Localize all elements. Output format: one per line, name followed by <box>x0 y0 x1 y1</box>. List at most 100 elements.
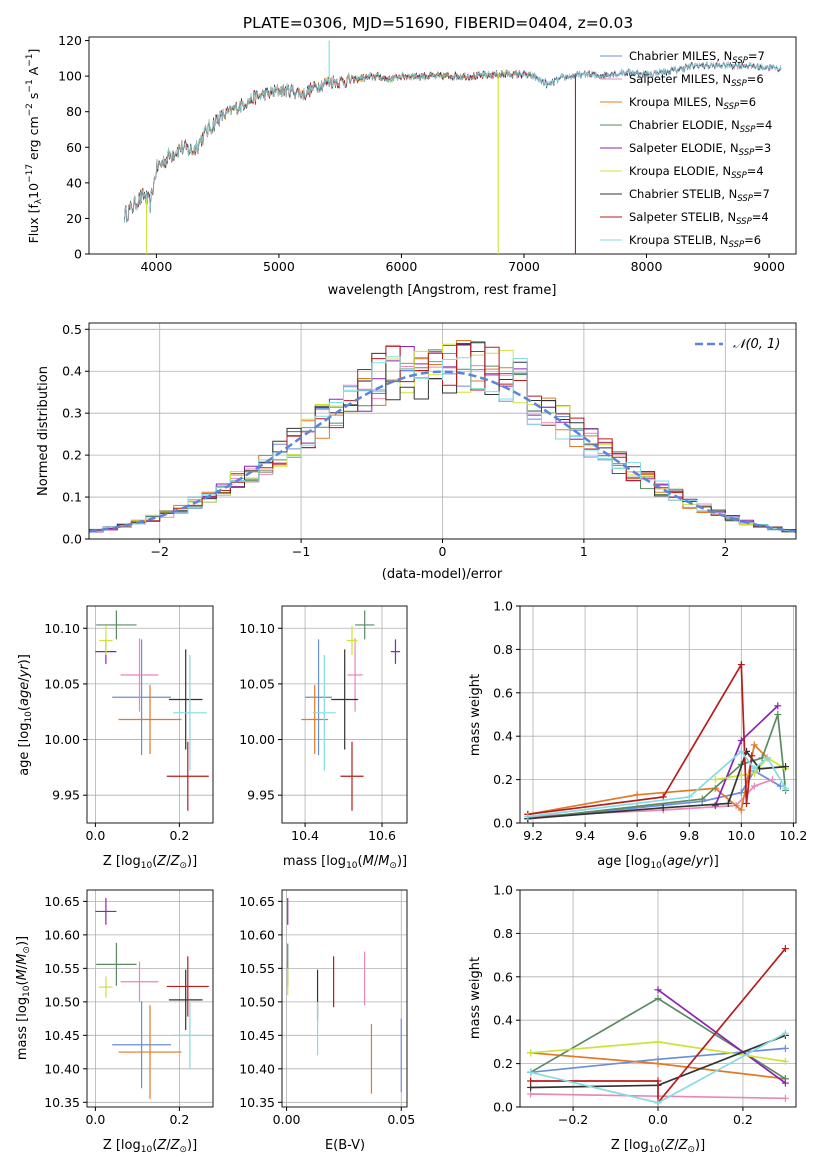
z_mass-axes <box>86 889 214 1108</box>
z_mass-ytick-label: 10.45 <box>44 1028 80 1043</box>
ebv_mass-xtick-label: 0.00 <box>273 1112 301 1127</box>
spectrum-ytick-label: 120 <box>58 33 82 48</box>
z_weight-xtick-label: 0.0 <box>648 1112 668 1127</box>
z_age-ytick-label: 10.10 <box>44 621 80 636</box>
residual-ytick-label: 0.2 <box>62 448 82 463</box>
ebv_mass-axes <box>281 889 408 1108</box>
spectrum-panel: 4000 5000 6000 7000 8000 9000020406080100120 … <box>25 33 797 298</box>
residual-ytick-label: 0.5 <box>62 322 82 337</box>
z_mass-ytick-label: 10.35 <box>44 1095 80 1110</box>
spectrum-ytick-label: 100 <box>58 69 82 84</box>
mass-age-xlabel: mass [log10(M/M⊙)] <box>283 854 407 871</box>
z_mass-ytick-label: 10.60 <box>44 927 80 942</box>
z-mass-xlabel: Z [log10(Z/Z⊙)] <box>103 1138 197 1155</box>
age-weight-ylabel: mass weight <box>468 674 483 756</box>
z-age-xlabel: Z [log10(Z/Z⊙)] <box>103 854 197 871</box>
legend-label-chabrier_stelib: Chabrier STELIB, NSSP=7 <box>629 187 770 204</box>
legend-label-salpeter_elodie: Salpeter ELODIE, NSSP=3 <box>629 141 771 158</box>
ebv_mass-ytick-label: 10.45 <box>239 1028 275 1043</box>
spectrum-ylabel: Flux [fλ10−17 erg cm−2 s−1 A−1] <box>25 49 44 244</box>
spectrum-ytick-label: 80 <box>66 104 82 119</box>
mass_age-axes <box>281 605 408 824</box>
spectrum-ytick-label: 0 <box>74 247 82 262</box>
z_age-ytick-label: 10.00 <box>44 732 80 747</box>
residual-ytick-label: 0.3 <box>62 406 82 421</box>
z_age-xtick-label: 0.0 <box>85 828 105 843</box>
residual-ticks: −2 −1 0 1 2 0.0 0.1 0.2 0.3 0.4 0.5 <box>62 322 729 559</box>
legend-label-chabrier_miles: Chabrier MILES, NSSP=7 <box>629 49 765 66</box>
age_weight-line-kroupa_miles <box>527 743 768 816</box>
mass_age-ytick-label: 10.00 <box>239 732 275 747</box>
residual-xtick-label: 1 <box>580 544 588 559</box>
figure-title: PLATE=0306, MJD=51690, FIBERID=0404, z=0… <box>243 14 633 32</box>
age_weight-line-salpeter_stelib <box>527 661 753 816</box>
age_weight-xtick-label: 10.0 <box>727 828 755 843</box>
spectrum-xtick-label: 8000 <box>631 259 663 274</box>
mass_age-ytick-label: 9.95 <box>247 788 275 803</box>
age_weight-xtick-label: 10.2 <box>779 828 807 843</box>
mass_age-xtick-label: 10.4 <box>291 828 319 843</box>
residual-ytick-label: 0.4 <box>62 364 82 379</box>
ebv_mass-ytick-label: 10.55 <box>239 961 275 976</box>
z-weight-ylabel: mass weight <box>468 957 483 1039</box>
normal-legend-label: 𝒩(0, 1) <box>733 337 780 352</box>
ebv_mass-xtick-label: 0.05 <box>387 1112 415 1127</box>
z-weight-panel: −0.2 0.0 0.2 0.0 0.2 0.4 0.6 0.8 1.0 <box>493 883 797 1127</box>
z_age-axes <box>86 605 214 824</box>
z_weight-xtick-label: −0.2 <box>558 1112 588 1127</box>
residual-panel: −2 −1 0 1 2 0.0 0.1 0.2 0.3 0.4 0.5 𝒩(0, 1) (data-… <box>36 322 797 582</box>
spectrum-ytick-label: 60 <box>66 140 82 155</box>
ebv_mass-ytick-label: 10.50 <box>239 994 275 1009</box>
age_weight-xtick-label: 9.4 <box>575 828 595 843</box>
legend-label-kroupa_elodie: Kroupa ELODIE, NSSP=4 <box>629 164 764 181</box>
spectrum-lines <box>124 40 782 254</box>
age_weight-xtick-label: 9.2 <box>523 828 543 843</box>
residual-xtick-label: 0 <box>439 544 447 559</box>
residual-xlabel: (data-model)/error <box>382 567 503 582</box>
spectrum-axes <box>88 36 797 255</box>
z_age-ytick-label: 10.05 <box>44 676 80 691</box>
ebv_mass-ytick-label: 10.35 <box>239 1095 275 1110</box>
z-mass-panel: 0.0 0.2 10.35 10.40 10.45 10.50 10.55 10.60 10.6… <box>44 889 214 1127</box>
age-weight-xlabel: age [log10(age/yr)] <box>597 854 719 871</box>
age_weight-ytick-label: 1.0 <box>493 599 513 614</box>
age_weight-ytick-label: 0.6 <box>493 685 513 700</box>
mass_age-ytick-label: 10.05 <box>239 676 275 691</box>
mass_age-ytick-label: 10.10 <box>239 621 275 636</box>
mass-age-panel: 10.4 10.6 9.95 10.00 10.05 10.10 <box>239 605 408 843</box>
ebv_mass-ytick-label: 10.40 <box>239 1061 275 1076</box>
normal-curve <box>88 370 797 533</box>
ebv_mass-ytick-label: 10.65 <box>239 894 275 909</box>
legend-label-salpeter_stelib: Salpeter STELIB, NSSP=4 <box>629 210 769 227</box>
legend-label-chabrier_elodie: Chabrier ELODIE, NSSP=4 <box>629 118 772 135</box>
spectrum-xtick-label: 9000 <box>753 259 785 274</box>
age_weight-ytick-label: 0.0 <box>493 816 513 831</box>
spectrum-xtick-label: 4000 <box>140 259 172 274</box>
legend-label-kroupa_stelib: Kroupa STELIB, NSSP=6 <box>629 233 761 250</box>
age_weight-ytick-label: 0.4 <box>493 729 513 744</box>
spectrum-line-kroupa_stelib <box>124 60 782 223</box>
age_weight-line-chabrier_stelib <box>527 749 786 820</box>
z_mass-xtick-label: 0.2 <box>169 1112 189 1127</box>
z_weight-line-salpeter_elodie <box>657 989 786 1084</box>
spectrum-legend: Chabrier MILES, NSSP=7 Salpeter MILES, NS… <box>600 49 772 250</box>
z_mass-ytick-label: 10.40 <box>44 1061 80 1076</box>
age_weight-xtick-label: 9.6 <box>627 828 647 843</box>
mass_age-xtick-label: 10.6 <box>368 828 396 843</box>
z_age-xtick-label: 0.2 <box>169 828 189 843</box>
ebv_mass-ytick-label: 10.60 <box>239 927 275 942</box>
residual-xtick-label: 2 <box>721 544 729 559</box>
residual-ytick-label: 0.1 <box>62 490 82 505</box>
z_mass-ytick-label: 10.55 <box>44 961 80 976</box>
age_weight-line-chabrier_miles <box>527 769 781 820</box>
spectrum-xtick-label: 6000 <box>386 259 418 274</box>
ebv-mass-panel: 0.00 0.05 10.35 10.40 10.45 10.50 10.55 10.60 10… <box>239 889 415 1127</box>
z_mass-xtick-label: 0.0 <box>85 1112 105 1127</box>
z_weight-ytick-label: 0.2 <box>493 1056 513 1071</box>
ebv-mass-xlabel: E(B-V) <box>325 1138 365 1153</box>
age-weight-panel: 9.2 9.4 9.6 9.8 10.0 10.2 0.0 0.2 0.4 0.6 0.8 1.0 <box>493 599 807 844</box>
residual-ylabel: Normed distribution <box>36 366 51 496</box>
spectrum-xtick-label: 5000 <box>263 259 295 274</box>
spectrum-ticks: 4000 5000 6000 7000 8000 9000 0 20 40 60 80 100 120 <box>58 33 785 274</box>
spectrum-xlabel: wavelength [Angstrom, rest frame] <box>328 283 557 298</box>
